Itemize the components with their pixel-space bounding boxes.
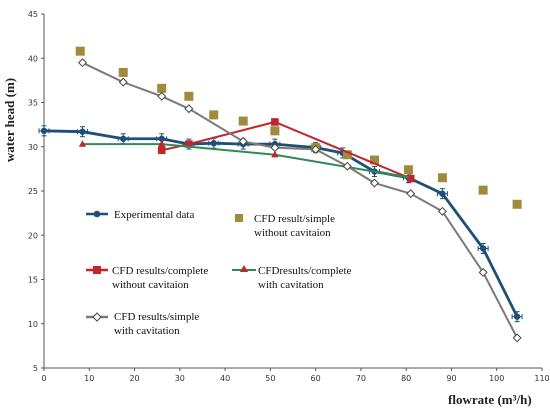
data-point [120, 135, 127, 142]
series-line-3 [82, 143, 411, 179]
data-point [403, 165, 413, 175]
data-point [342, 150, 352, 160]
legend-label-cfd-complete-no-cav-line1: CFD results/complete [112, 265, 208, 277]
x-tick-label: 40 [220, 374, 230, 383]
data-point [439, 190, 446, 197]
legend-label-cfd-simple-cav-line2: with cavitation [114, 325, 180, 337]
y-tick-label: 15 [28, 276, 38, 285]
legend-label-cfd-simple-no-cav-line1: CFD result/simple [254, 213, 335, 225]
data-point [437, 206, 447, 216]
y-tick-label: 10 [28, 320, 38, 329]
x-tick-label: 100 [489, 374, 504, 383]
legend-entry-cfd-complete-no-cav: CFD results/complete without cavitaion [86, 265, 208, 291]
legend-label-cfd-complete-cav-line1: CFDresults/complete [258, 265, 352, 277]
x-tick-label: 50 [265, 374, 275, 383]
x-tick-label: 30 [175, 374, 185, 383]
series-1 [75, 46, 522, 209]
legend-label-cfd-simple-cav-line1: CFD results/simple [114, 311, 199, 323]
y-tick-label: 20 [28, 231, 38, 240]
y-tick-label: 45 [28, 10, 38, 19]
data-point [118, 77, 128, 87]
legend-entry-experimental: Experimental data [86, 209, 194, 221]
data-point [185, 140, 193, 148]
x-tick-label: 10 [84, 374, 94, 383]
y-tick-label: 25 [28, 187, 38, 196]
x-tick-label: 80 [401, 374, 411, 383]
series-3 [78, 140, 415, 181]
y-axis-title: water head (m) [2, 78, 17, 162]
data-point [513, 313, 521, 320]
legend-marker-cfd-simple-cav [92, 312, 102, 322]
legend-entry-cfd-simple-cav: CFD results/simple with cavitation [86, 311, 199, 337]
data-point [512, 199, 522, 209]
y-tick-label: 5 [33, 364, 38, 373]
legend-marker-cfd-simple-no-cav [235, 214, 243, 222]
data-point [157, 146, 166, 155]
y-tick-label: 40 [28, 54, 38, 63]
x-tick-label: 70 [356, 374, 366, 383]
data-point [311, 144, 321, 154]
legend-entry-cfd-complete-cav: CFDresults/complete with cavitation [232, 265, 352, 291]
data-point [406, 189, 416, 199]
data-point [78, 140, 87, 147]
x-tick-label: 0 [41, 374, 46, 383]
data-point [157, 91, 167, 101]
y-tick-label: 30 [28, 143, 38, 152]
data-point [512, 333, 522, 343]
data-point [271, 118, 279, 126]
legend-label-cfd-simple-no-cav-line2: without cavitaion [254, 227, 331, 239]
x-tick-label: 60 [311, 374, 321, 383]
y-tick-label: 35 [28, 99, 38, 108]
x-tick-label: 90 [446, 374, 456, 383]
data-point [184, 104, 194, 114]
data-point [342, 161, 352, 171]
legend-label-cfd-complete-no-cav-line2: without cavitaion [112, 279, 189, 291]
legend-label-experimental: Experimental data [114, 209, 194, 221]
data-point [75, 46, 85, 56]
series-line-2 [161, 120, 412, 180]
x-tick-label: 20 [129, 374, 139, 383]
data-point [118, 67, 128, 77]
legend-marker-cfd-complete-no-cav [93, 266, 101, 274]
legend: Experimental data CFD result/simple with… [86, 209, 352, 337]
series-line-4 [82, 61, 518, 339]
data-point [157, 83, 167, 93]
series-layer [38, 46, 523, 343]
data-point [238, 136, 248, 146]
legend-label-cfd-complete-cav-line2: with cavitation [258, 279, 324, 291]
data-point [478, 267, 488, 277]
data-point [79, 128, 86, 135]
data-point [158, 135, 165, 142]
legend-entry-cfd-simple-no-cav: CFD result/simple without cavitaion [235, 213, 335, 239]
series-4 [77, 58, 522, 343]
legend-marker-experimental [93, 210, 101, 218]
data-point [270, 143, 280, 153]
legend-marker-cfd-complete-cav [240, 265, 248, 272]
data-point [209, 110, 219, 120]
data-point [407, 173, 415, 181]
data-point [478, 185, 488, 195]
data-point [40, 127, 48, 135]
x-tick-label: 110 [534, 374, 549, 383]
data-point [77, 58, 87, 68]
data-point [479, 245, 487, 252]
axes: 0 10 20 30 40 50 60 70 80 90 100 110 5 10 15 20 25 30 35 40… [28, 10, 550, 383]
data-point [270, 126, 280, 136]
data-point [158, 140, 166, 147]
data-point [369, 155, 379, 165]
data-point [369, 178, 379, 188]
x-axis-title: flowrate (m³/h) [448, 392, 532, 407]
data-point [184, 91, 194, 101]
data-point [271, 150, 279, 158]
data-point [210, 140, 217, 147]
data-point [238, 116, 248, 126]
data-point [437, 173, 447, 183]
